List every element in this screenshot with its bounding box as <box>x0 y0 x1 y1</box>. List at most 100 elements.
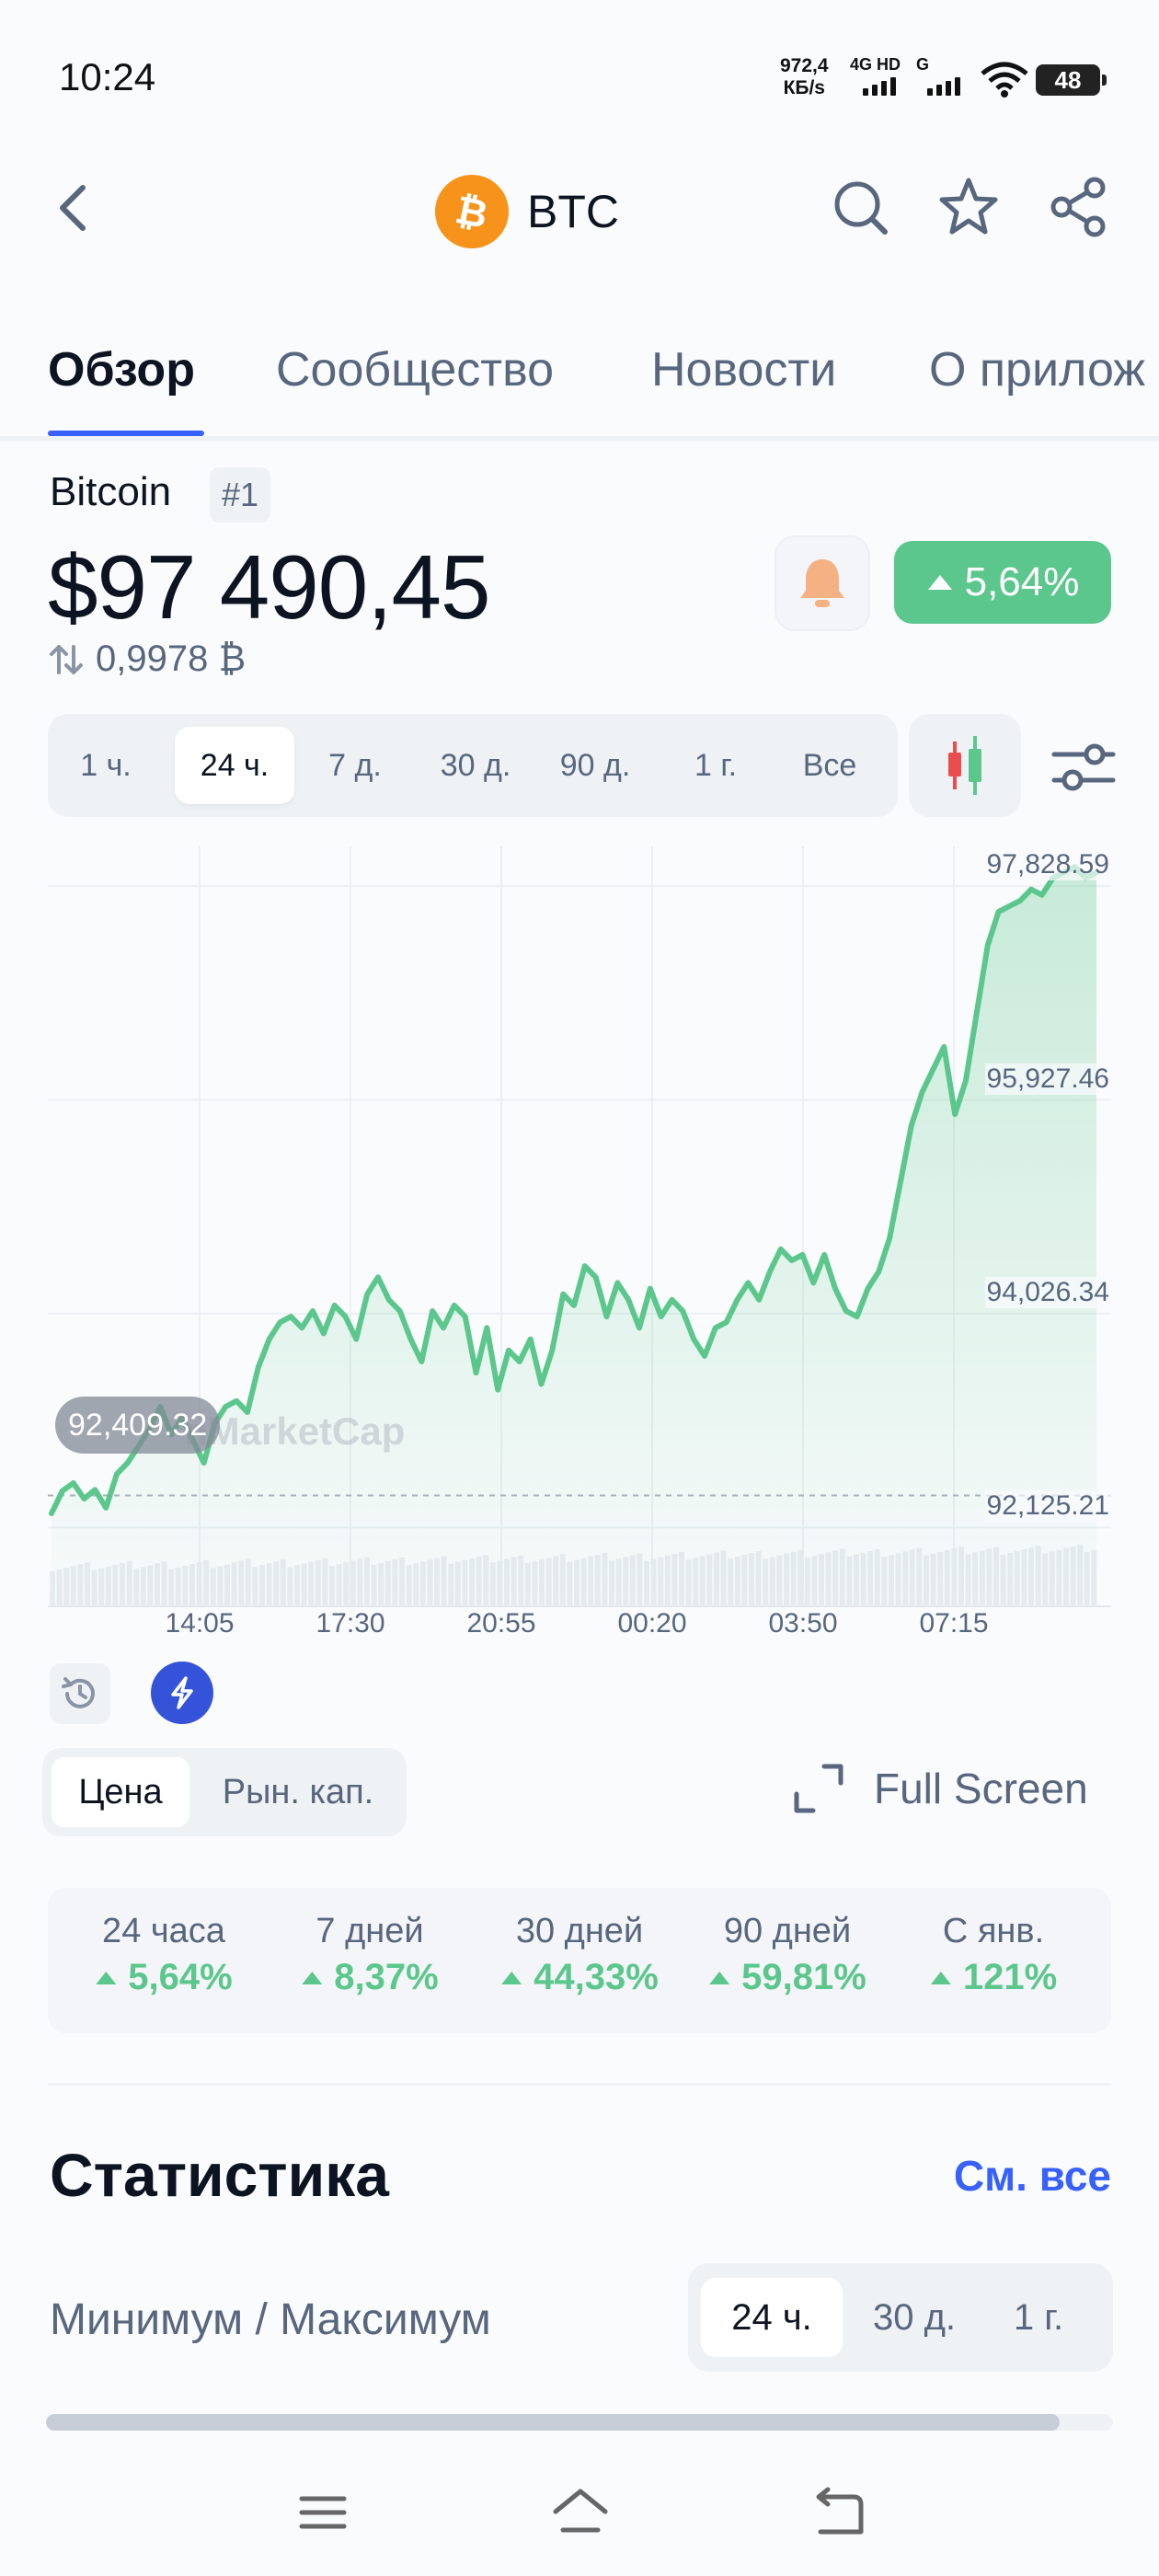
see-all-link[interactable]: См. все <box>953 2152 1111 2200</box>
minmax-1y[interactable]: 1 г. <box>1013 2297 1064 2338</box>
price-point <box>572 1304 576 1307</box>
fullscreen-button[interactable]: Full Screen <box>791 1761 1088 1816</box>
range-7d[interactable]: 7 д. <box>328 748 382 783</box>
price-point <box>93 1488 97 1491</box>
star-icon[interactable] <box>936 175 1001 239</box>
x-axis-tick-label: 17:30 <box>316 1608 385 1639</box>
price-point <box>398 1309 402 1313</box>
y-axis-tick-label: 97,828.59 <box>984 849 1111 881</box>
price-point <box>485 1326 488 1329</box>
tab-overview[interactable]: Обзор <box>48 343 195 397</box>
range-1y[interactable]: 1 г. <box>694 748 738 783</box>
price-point <box>583 1264 587 1268</box>
performance-summary: 24 часа 5,64% 7 дней 8,37% 30 дней 44,33… <box>48 1888 1111 2033</box>
price-point <box>333 1304 337 1307</box>
wifi-icon <box>981 62 1028 98</box>
min-max-range-bar <box>46 2414 1113 2431</box>
price-point <box>246 1410 249 1414</box>
price-alert-button[interactable] <box>775 535 870 631</box>
min-max-range-toggle: 24 ч. 30 д. 1 г. <box>688 2263 1113 2372</box>
network-speed: 972,4 КБ/s <box>780 55 829 99</box>
price-point <box>1007 904 1011 908</box>
perf-value-text: 8,37% <box>334 1957 439 1997</box>
min-max-range-fill <box>46 2414 1060 2431</box>
price-point <box>921 1090 924 1094</box>
tab-community[interactable]: Сообщество <box>276 343 555 397</box>
price-point <box>877 1270 880 1273</box>
market-cap-tab[interactable]: Рын. кап. <box>222 1773 374 1811</box>
price-point <box>899 1179 902 1183</box>
price-point <box>344 1315 347 1318</box>
price-point <box>475 1371 477 1374</box>
coin-price: $97 490,45 <box>48 536 490 638</box>
home-icon[interactable] <box>548 2480 613 2545</box>
price-point <box>714 1326 717 1329</box>
y-axis-tick-label: 92,125.21 <box>984 1490 1111 1523</box>
range-all[interactable]: Все <box>802 748 857 783</box>
search-icon[interactable] <box>828 175 892 239</box>
x-axis-tick-label: 07:15 <box>919 1608 989 1639</box>
price-point <box>202 1461 206 1465</box>
price-point <box>235 1399 238 1403</box>
range-24h[interactable]: 24 ч. <box>175 727 294 804</box>
x-axis-tick-label: 00:20 <box>617 1608 687 1639</box>
price-point <box>986 944 990 948</box>
network-type-2: G <box>916 55 930 74</box>
lightning-button[interactable] <box>151 1662 213 1724</box>
menu-icon[interactable] <box>291 2480 355 2545</box>
price-point <box>975 1011 979 1015</box>
swap-arrows-icon <box>50 644 83 674</box>
y-axis-tick-label: 94,026.34 <box>984 1276 1111 1308</box>
rank-badge: #1 <box>210 467 270 523</box>
price-point <box>115 1472 119 1476</box>
triangle-up-icon <box>501 1971 522 1984</box>
perf-value-text: 121% <box>962 1957 1058 1997</box>
bell-icon <box>800 559 844 607</box>
perf-value: 59,81% <box>708 1957 866 1998</box>
price-point <box>964 1078 968 1082</box>
share-icon[interactable] <box>1047 175 1111 239</box>
price-point <box>844 1309 848 1313</box>
range-30d[interactable]: 30 д. <box>440 748 511 783</box>
tab-news[interactable]: Новости <box>651 343 837 397</box>
price-point <box>550 1349 554 1352</box>
x-axis-tick-label: 03:50 <box>768 1608 838 1639</box>
price-chart[interactable]: nMarketCap 97,828.59 95,927.46 94,026.34 92… <box>0 828 1159 1639</box>
perf-value: 44,33% <box>500 1957 659 1998</box>
price-point <box>779 1248 783 1251</box>
price-point <box>855 1315 859 1318</box>
price-point <box>692 1338 695 1341</box>
section-divider <box>48 2083 1111 2086</box>
perf-label: 90 дней <box>723 1912 852 1950</box>
minmax-30d[interactable]: 30 д. <box>872 2297 957 2338</box>
price-point <box>83 1497 86 1501</box>
price-point <box>594 1275 598 1279</box>
price-point <box>496 1388 499 1392</box>
range-1h[interactable]: 1 ч. <box>80 748 132 783</box>
back-icon[interactable] <box>46 178 101 237</box>
price-point <box>365 1293 369 1296</box>
btc-price: 0,9978 ₿ <box>48 638 246 680</box>
price-point <box>104 1506 108 1510</box>
tab-about[interactable]: О прилож <box>929 343 1146 397</box>
price-tab[interactable]: Цена <box>52 1757 189 1827</box>
settings-sliders-icon[interactable] <box>1049 732 1119 802</box>
price-point <box>322 1331 326 1335</box>
price-area-fill <box>52 867 1096 1606</box>
fullscreen-label: Full Screen <box>874 1765 1088 1812</box>
minmax-24h[interactable]: 24 ч. <box>701 2278 843 2357</box>
price-point <box>888 1236 891 1240</box>
coin-name: Bitcoin <box>50 469 172 514</box>
status-bar: 10:24 972,4 КБ/s 4G HD G 48 <box>0 0 1159 138</box>
history-button[interactable] <box>50 1663 110 1724</box>
price-point <box>453 1304 456 1307</box>
candlestick-toggle-button[interactable] <box>909 714 1021 817</box>
back-nav-icon[interactable] <box>806 2480 870 2545</box>
perf-30d: 30 дней 44,33% <box>500 1912 659 1998</box>
perf-value: 5,64% <box>95 1957 233 1998</box>
range-90d[interactable]: 90 д. <box>559 748 631 783</box>
fullscreen-icon <box>794 1764 843 1813</box>
price-point <box>257 1365 260 1369</box>
price-point <box>126 1461 130 1465</box>
signal-1-icon <box>863 77 896 96</box>
